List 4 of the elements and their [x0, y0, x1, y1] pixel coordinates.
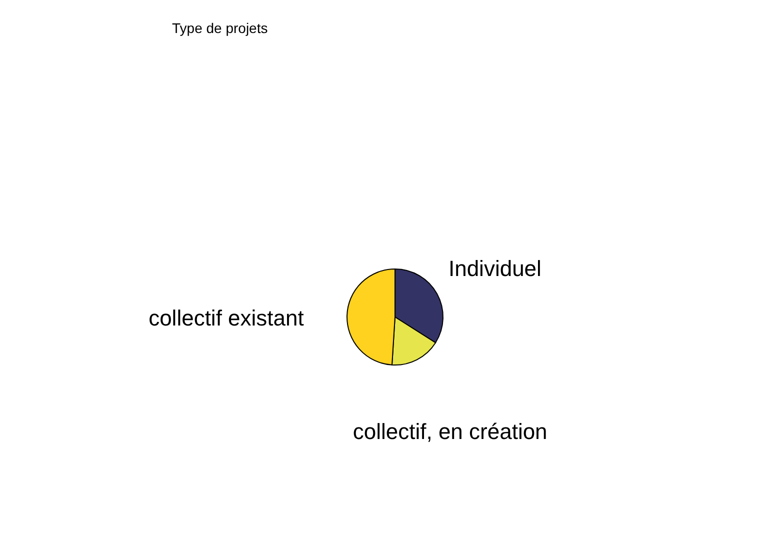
chart-title: Type de projets: [172, 20, 268, 36]
slice-label: collectif, en création: [352, 419, 548, 444]
slice-label: Individuel: [448, 256, 542, 282]
slice-label: collectif existant: [148, 306, 304, 331]
